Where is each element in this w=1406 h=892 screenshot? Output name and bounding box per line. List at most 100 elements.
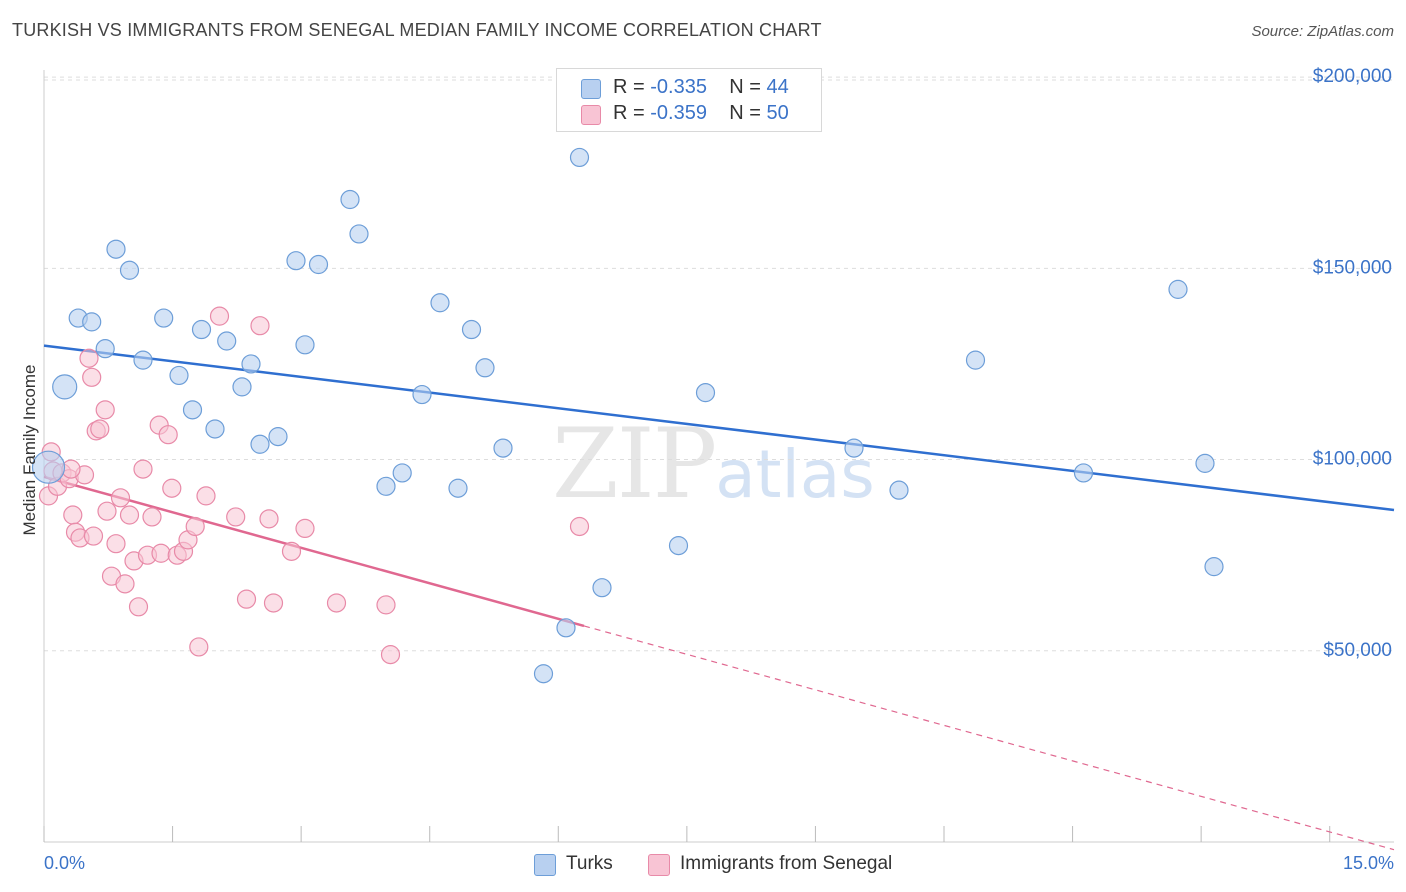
point-turks xyxy=(592,578,612,598)
point-turks xyxy=(556,618,576,638)
bottom-legend-label-turks: Turks xyxy=(566,853,613,874)
x-tick-label-min: 0.0% xyxy=(44,853,85,873)
legend-r-label-senegal: R = xyxy=(613,102,651,124)
point-senegal xyxy=(196,486,216,506)
point-turks xyxy=(154,308,174,328)
trend-line-senegal-solid xyxy=(43,475,585,628)
y-tick-label: $100,000 xyxy=(1313,449,1392,470)
legend: R = -0.335 N = 44 R = -0.359 N = 50 xyxy=(556,68,822,132)
point-senegal xyxy=(263,593,284,613)
point-turks xyxy=(1168,279,1188,299)
point-turks xyxy=(205,419,225,439)
point-turks xyxy=(250,434,270,454)
legend-n-value-senegal: 50 xyxy=(766,102,789,124)
point-senegal xyxy=(281,541,302,561)
trend-line-senegal-dashed xyxy=(583,625,1395,851)
point-senegal xyxy=(97,501,117,521)
bottom-legend-label-senegal: Immigrants from Senegal xyxy=(680,853,893,874)
point-senegal xyxy=(226,507,246,527)
point-turks xyxy=(106,239,126,259)
point-turks xyxy=(95,339,115,359)
point-senegal xyxy=(185,516,205,537)
point-turks xyxy=(349,224,369,244)
point-senegal xyxy=(259,509,279,529)
y-tick-label: $50,000 xyxy=(1323,640,1392,661)
point-turks xyxy=(340,189,360,210)
point-turks xyxy=(286,251,306,271)
point-turks xyxy=(493,438,513,458)
legend-r-value-turks: -0.335 xyxy=(650,76,707,98)
point-turks xyxy=(191,319,212,340)
point-senegal xyxy=(158,425,178,445)
axes xyxy=(43,70,1394,843)
point-senegal xyxy=(189,637,209,657)
point-turks xyxy=(182,400,203,420)
bottom-legend-swatch-turks xyxy=(534,854,556,876)
point-senegal xyxy=(63,505,83,525)
points-turks xyxy=(31,147,1224,684)
point-turks xyxy=(889,480,909,500)
point-turks xyxy=(844,438,864,458)
point-senegal xyxy=(82,367,102,387)
point-senegal xyxy=(380,645,401,665)
y-axis-label: Median Family Income xyxy=(20,364,39,535)
point-turks xyxy=(295,335,315,355)
point-senegal xyxy=(133,459,153,479)
points-senegal xyxy=(38,306,590,665)
point-senegal xyxy=(106,534,126,554)
point-senegal xyxy=(119,505,140,525)
legend-n-label-turks: N = xyxy=(729,76,767,98)
axis-labels: $50,000 $100,000 $150,000 $200,000 0.0% 15.0%… xyxy=(20,66,1394,873)
point-senegal xyxy=(110,488,131,508)
point-turks xyxy=(31,450,66,484)
point-turks xyxy=(475,358,495,378)
y-tick-label: $200,000 xyxy=(1313,66,1392,87)
point-senegal xyxy=(95,400,115,420)
point-senegal xyxy=(376,595,396,615)
point-turks xyxy=(965,350,986,370)
point-turks xyxy=(133,350,153,370)
point-senegal xyxy=(209,306,230,326)
point-turks xyxy=(217,331,237,351)
point-turks xyxy=(169,365,189,386)
legend-swatch-turks xyxy=(581,79,601,99)
legend-r-label-turks: R = xyxy=(613,76,651,98)
point-senegal xyxy=(79,348,99,368)
point-senegal xyxy=(326,593,347,613)
point-turks xyxy=(241,354,261,374)
point-senegal xyxy=(115,574,135,594)
y-tick-label: $150,000 xyxy=(1313,257,1392,278)
point-senegal xyxy=(569,516,590,537)
legend-n-value-turks: 44 xyxy=(766,76,789,98)
point-turks xyxy=(569,147,590,168)
point-senegal xyxy=(128,597,149,617)
bottom-legend-swatch-senegal xyxy=(648,854,670,876)
x-tick-label-max: 15.0% xyxy=(1343,853,1394,873)
legend-r-value-senegal: -0.359 xyxy=(650,102,707,124)
point-turks xyxy=(119,260,140,280)
point-turks xyxy=(430,293,450,313)
point-senegal xyxy=(295,518,315,539)
trend-turks xyxy=(43,344,1395,512)
point-turks xyxy=(308,254,329,275)
point-turks xyxy=(268,427,288,447)
point-turks xyxy=(695,383,716,403)
trend-senegal xyxy=(43,475,1395,851)
chart-title: TURKISH VS IMMIGRANTS FROM SENEGAL MEDIA… xyxy=(12,20,822,40)
watermark-zip: ZIP xyxy=(552,408,717,520)
point-turks xyxy=(412,384,432,405)
point-turks xyxy=(1195,453,1215,473)
point-senegal xyxy=(236,589,257,609)
point-turks xyxy=(392,463,412,483)
point-turks xyxy=(1073,463,1094,483)
trend-line-turks xyxy=(43,344,1395,512)
point-turks xyxy=(82,312,102,332)
point-senegal xyxy=(83,526,104,546)
point-senegal xyxy=(162,478,182,498)
point-senegal xyxy=(90,419,110,439)
point-turks xyxy=(533,664,554,684)
point-turks xyxy=(1204,557,1224,577)
chart-source: Source: ZipAtlas.com xyxy=(1251,23,1394,40)
point-turks xyxy=(52,374,78,400)
